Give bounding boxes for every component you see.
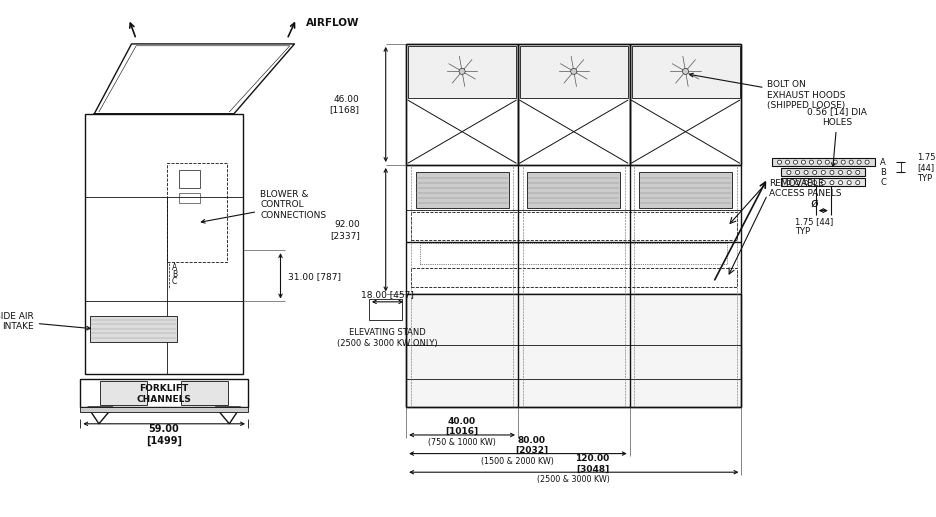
Circle shape [803, 180, 807, 185]
Bar [527, 172, 620, 208]
Circle shape [864, 160, 869, 164]
Text: 18.00 [457]: 18.00 [457] [360, 290, 414, 299]
Text: C: C [879, 178, 885, 187]
Circle shape [855, 180, 859, 185]
Circle shape [809, 160, 812, 164]
Circle shape [820, 180, 825, 185]
Circle shape [786, 180, 790, 185]
Text: 1.75
[44]
TYP: 1.75 [44] TYP [916, 153, 935, 183]
Circle shape [829, 180, 833, 185]
Text: 46.00
[1168]: 46.00 [1168] [329, 95, 359, 114]
Text: 31.00 [787]: 31.00 [787] [287, 272, 341, 281]
Bar [519, 46, 627, 98]
Circle shape [841, 160, 844, 164]
Text: 1.75 [44]: 1.75 [44] [795, 217, 833, 226]
Bar [90, 316, 177, 342]
Bar [80, 407, 248, 412]
Circle shape [784, 160, 789, 164]
Circle shape [825, 160, 828, 164]
Bar [781, 168, 864, 176]
Bar [179, 193, 200, 203]
Bar [406, 44, 518, 165]
Text: 120.00
[3048]: 120.00 [3048] [575, 454, 609, 474]
Bar [410, 212, 736, 240]
Circle shape [846, 171, 850, 174]
Bar [369, 299, 402, 320]
Bar [80, 379, 248, 407]
Text: (1500 & 2000 KW): (1500 & 2000 KW) [481, 457, 554, 465]
Bar [168, 163, 227, 262]
Circle shape [816, 160, 821, 164]
Text: FORKLIFT
CHANNELS: FORKLIFT CHANNELS [137, 384, 191, 404]
Text: B: B [879, 168, 885, 177]
Text: (750 & 1000 KW): (750 & 1000 KW) [428, 438, 495, 447]
Text: 80.00
[2032]: 80.00 [2032] [515, 435, 548, 455]
Text: A: A [879, 158, 885, 166]
Circle shape [838, 171, 841, 174]
Circle shape [570, 68, 577, 74]
Text: ø: ø [810, 196, 817, 209]
Text: (2500 & 3000 KW): (2500 & 3000 KW) [536, 475, 609, 484]
Bar [781, 178, 864, 186]
Bar [410, 268, 736, 287]
Circle shape [777, 160, 781, 164]
Circle shape [812, 171, 816, 174]
Circle shape [838, 180, 841, 185]
Circle shape [793, 160, 797, 164]
Text: 40.00
[1016]: 40.00 [1016] [445, 417, 478, 436]
Text: 92.00
[2337]: 92.00 [2337] [329, 220, 359, 240]
Bar [771, 158, 873, 166]
Circle shape [795, 171, 798, 174]
Circle shape [846, 180, 850, 185]
Text: BLOWER &
CONTROL
CONNECTIONS: BLOWER & CONTROL CONNECTIONS [201, 190, 326, 223]
Bar [406, 44, 740, 407]
Circle shape [848, 160, 853, 164]
Bar [406, 294, 740, 407]
Circle shape [786, 171, 790, 174]
Text: A: A [172, 263, 177, 271]
Bar [629, 44, 740, 165]
Circle shape [812, 180, 816, 185]
Circle shape [856, 160, 860, 164]
Bar [638, 172, 731, 208]
Text: BOLT ON
EXHAUST HOODS
(SHIPPED LOOSE): BOLT ON EXHAUST HOODS (SHIPPED LOOSE) [689, 73, 845, 110]
Circle shape [832, 160, 837, 164]
Text: AIRFLOW: AIRFLOW [305, 18, 358, 27]
Circle shape [795, 180, 798, 185]
Text: 59.00
[1499]: 59.00 [1499] [146, 424, 182, 446]
Circle shape [800, 160, 805, 164]
Circle shape [855, 171, 859, 174]
Text: ELEVATING STAND
(2500 & 3000 KW ONLY): ELEVATING STAND (2500 & 3000 KW ONLY) [337, 328, 437, 348]
Text: SIDE AIR
INTAKE: SIDE AIR INTAKE [0, 312, 90, 331]
Bar [85, 114, 243, 374]
Bar [415, 172, 508, 208]
Text: REMOVABLE
ACCESS PANELS: REMOVABLE ACCESS PANELS [768, 178, 841, 198]
Text: TYP: TYP [795, 226, 810, 236]
Bar [179, 170, 200, 188]
Text: C: C [172, 278, 177, 286]
Bar [407, 46, 516, 98]
Circle shape [681, 68, 688, 74]
Circle shape [803, 171, 807, 174]
Bar [518, 44, 629, 165]
Bar [100, 381, 147, 405]
Text: B: B [172, 270, 177, 279]
Circle shape [829, 171, 833, 174]
Text: 0.56 [14] DIA
HOLES: 0.56 [14] DIA HOLES [807, 108, 867, 166]
Bar [181, 381, 227, 405]
Bar [419, 243, 726, 264]
Bar [631, 46, 739, 98]
Circle shape [459, 68, 464, 74]
Circle shape [820, 171, 825, 174]
